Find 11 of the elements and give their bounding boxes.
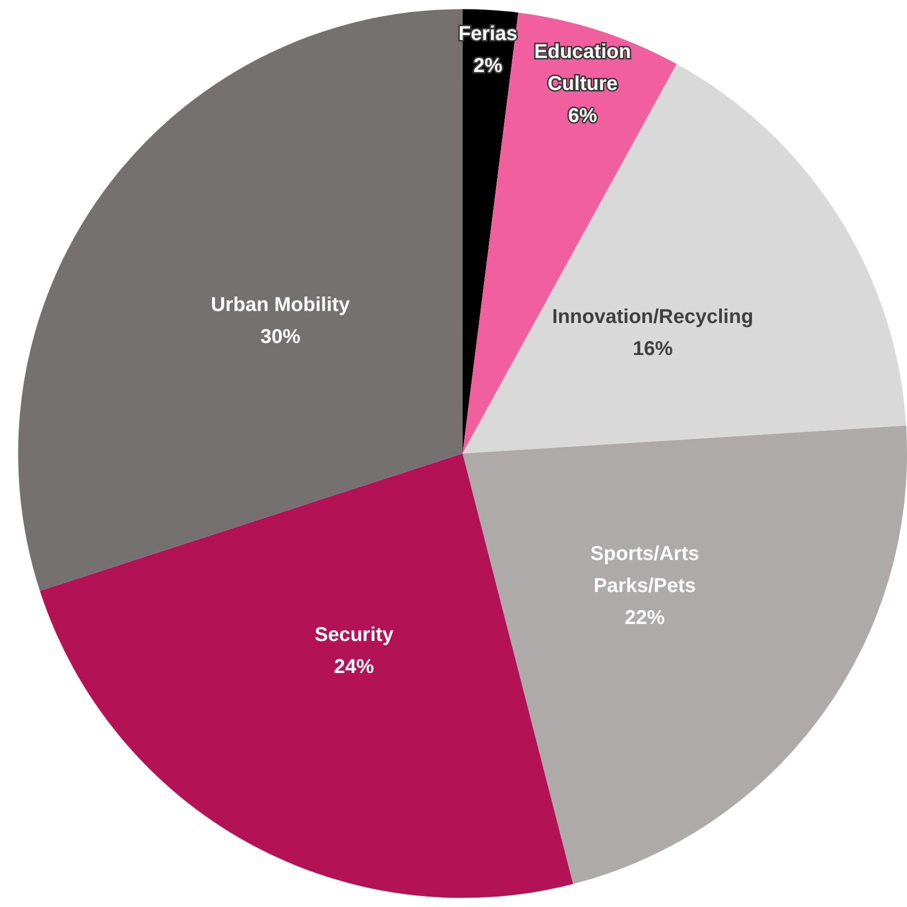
slice-label: Sports/Arts Parks/Pets (590, 542, 700, 597)
data-label: 6% (568, 105, 598, 128)
data-label: 22% (624, 606, 666, 629)
data-label: 16% (632, 338, 673, 360)
data-label: 30% (260, 326, 301, 348)
data-label: 2% (474, 54, 503, 77)
slice-label: Education Culture (534, 41, 631, 96)
slice-label: Urban Mobility (210, 294, 351, 316)
data-label: 24% (334, 656, 374, 678)
slice-label: Security (314, 624, 394, 646)
slice-label: Innovation/Recycling (552, 306, 754, 328)
